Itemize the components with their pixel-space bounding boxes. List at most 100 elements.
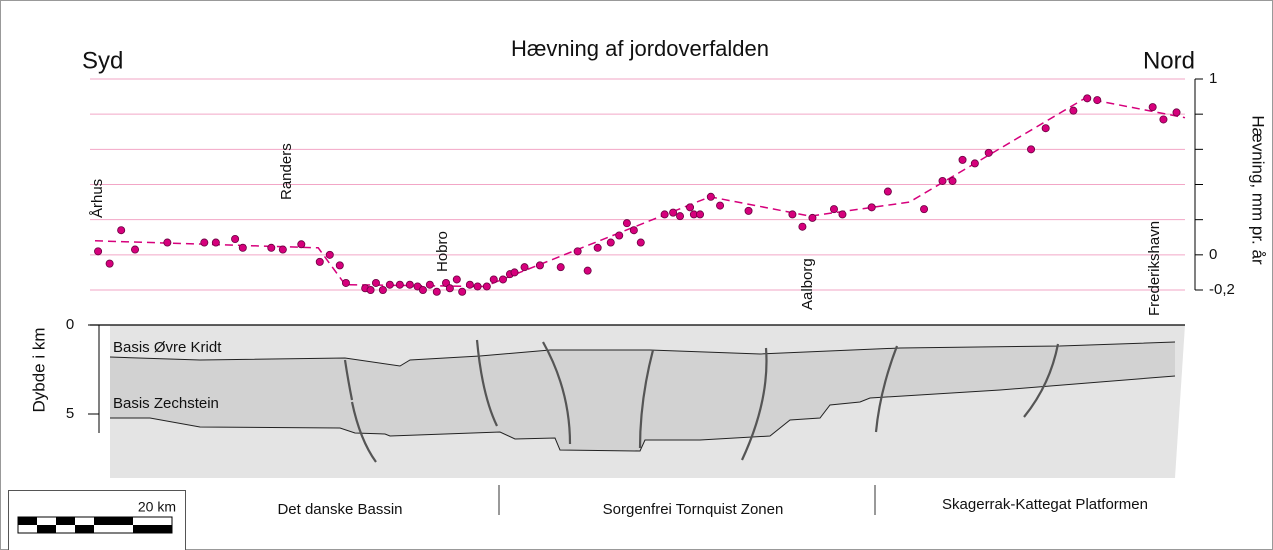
data-point xyxy=(868,204,875,211)
data-point xyxy=(1149,104,1156,111)
data-point xyxy=(396,281,403,288)
data-point xyxy=(696,211,703,218)
data-point xyxy=(686,204,693,211)
y-axis-label: Hævning, mm pr. år xyxy=(1249,115,1268,265)
data-point xyxy=(131,246,138,253)
data-point xyxy=(521,264,528,271)
left-label: Syd xyxy=(82,47,123,74)
data-point xyxy=(474,283,481,290)
data-point xyxy=(298,241,305,248)
data-point xyxy=(118,227,125,234)
data-point xyxy=(106,260,113,267)
data-point xyxy=(466,281,473,288)
data-point xyxy=(433,288,440,295)
data-point xyxy=(1084,95,1091,102)
data-point xyxy=(499,276,506,283)
data-point xyxy=(326,251,333,258)
data-point xyxy=(630,227,637,234)
zone-label: Sorgenfrei Tornquist Zonen xyxy=(603,501,784,518)
data-point xyxy=(511,269,518,276)
data-point xyxy=(372,279,379,286)
data-point xyxy=(949,177,956,184)
data-point xyxy=(94,248,101,255)
layer-label: Basis Øvre Kridt xyxy=(113,339,222,356)
data-point xyxy=(939,177,946,184)
scale-label: 20 km xyxy=(138,499,176,515)
data-point xyxy=(716,202,723,209)
depth-tick-label: 5 xyxy=(66,405,74,422)
data-point xyxy=(279,246,286,253)
data-point xyxy=(1027,146,1034,153)
data-point xyxy=(594,244,601,251)
data-point xyxy=(971,160,978,167)
data-point xyxy=(336,262,343,269)
scale-cell xyxy=(56,517,75,525)
data-point xyxy=(707,193,714,200)
data-point xyxy=(1070,107,1077,114)
data-point xyxy=(616,232,623,239)
data-point xyxy=(1173,109,1180,116)
data-point xyxy=(459,288,466,295)
data-point xyxy=(985,149,992,156)
data-point xyxy=(623,220,630,227)
data-point xyxy=(607,239,614,246)
zone-label: Skagerrak-Kattegat Platformen xyxy=(942,496,1148,513)
data-point xyxy=(446,285,453,292)
data-point xyxy=(239,244,246,251)
data-point xyxy=(557,264,564,271)
scale-cell xyxy=(94,517,133,525)
data-point xyxy=(789,211,796,218)
layer-label: Basis Zechstein xyxy=(113,395,219,412)
zone-label: Det danske Bassin xyxy=(277,501,402,518)
cross-section: Basis Øvre Kridt Basis Zechstein Dybde i… xyxy=(29,316,1185,478)
place-label: Hobro xyxy=(434,231,451,272)
data-point xyxy=(884,188,891,195)
data-point xyxy=(379,286,386,293)
data-point xyxy=(809,214,816,221)
data-point xyxy=(661,211,668,218)
data-point xyxy=(574,248,581,255)
place-label: Randers xyxy=(278,143,295,200)
scale-cell xyxy=(37,525,56,533)
data-point xyxy=(164,239,171,246)
data-point xyxy=(920,206,927,213)
scale-cell xyxy=(133,525,172,533)
y-tick-label: 1 xyxy=(1209,70,1217,87)
data-point xyxy=(231,235,238,242)
data-point xyxy=(367,286,374,293)
data-point xyxy=(745,207,752,214)
figure: Hævning af jordoverfalden Syd Nord Hævni… xyxy=(0,0,1273,550)
data-point xyxy=(453,276,460,283)
depth-tick-label: 0 xyxy=(66,316,74,333)
chart-title: Hævning af jordoverfalden xyxy=(511,36,769,61)
data-point xyxy=(799,223,806,230)
depth-axis-label: Dybde i km xyxy=(29,327,48,412)
data-point xyxy=(212,239,219,246)
data-point xyxy=(1042,125,1049,132)
data-point xyxy=(342,279,349,286)
scale-bar: 20 km xyxy=(9,491,186,550)
data-point xyxy=(406,281,413,288)
y-tick-label: -0,2 xyxy=(1209,281,1235,298)
data-point xyxy=(316,258,323,265)
y-tick-label: 0 xyxy=(1209,246,1217,263)
data-point xyxy=(536,262,543,269)
place-label: Frederikshavn xyxy=(1146,221,1163,316)
data-point xyxy=(670,209,677,216)
data-point xyxy=(637,239,644,246)
data-point xyxy=(959,156,966,163)
data-point xyxy=(1094,97,1101,104)
data-point xyxy=(268,244,275,251)
right-label: Nord xyxy=(1143,47,1195,74)
data-point xyxy=(584,267,591,274)
data-point xyxy=(201,239,208,246)
data-point xyxy=(426,281,433,288)
data-point xyxy=(1160,116,1167,123)
place-label: Aalborg xyxy=(799,258,816,310)
data-point xyxy=(676,213,683,220)
place-label: Århus xyxy=(89,179,106,218)
data-point xyxy=(490,276,497,283)
data-point xyxy=(386,281,393,288)
scale-cell xyxy=(75,525,94,533)
data-point xyxy=(830,206,837,213)
